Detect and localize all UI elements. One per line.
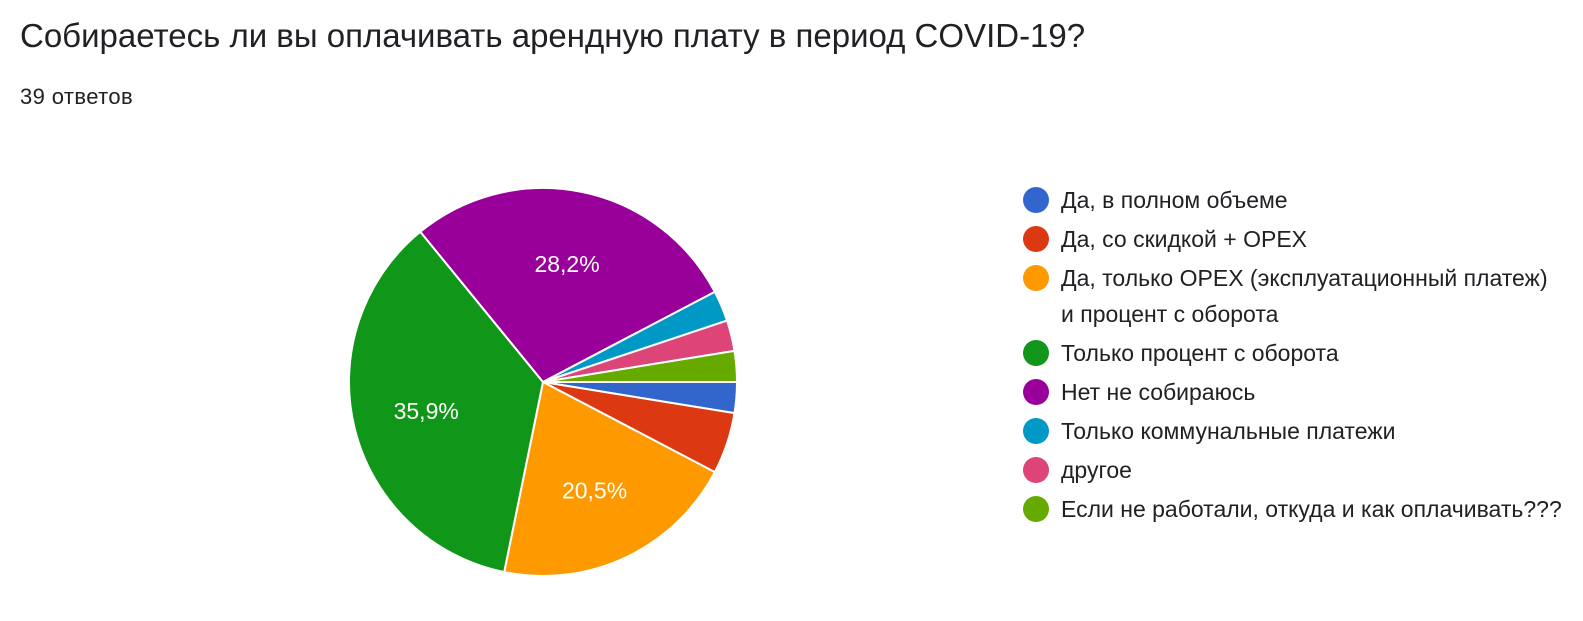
legend-swatch [1023, 226, 1049, 252]
legend-item: Да, только OPEX (эксплуатационный платеж… [1023, 262, 1563, 332]
legend-swatch [1023, 379, 1049, 405]
pie-slice-label: 28,2% [534, 251, 599, 277]
legend-label: Нет не собираюсь [1061, 379, 1256, 405]
pie-slice-8 [542, 349, 738, 383]
legend-item: Только коммунальные платежи [1023, 415, 1563, 449]
pie-slice-5 [419, 187, 716, 383]
legend-label: Да, со скидкой + OPEX [1061, 226, 1308, 252]
response-count: 39 ответов [20, 84, 134, 109]
chart-legend: Да, в полном объеме Да, со скидкой + OPEX… [1023, 184, 1563, 532]
legend-item: Нет не собираюсь [1023, 376, 1563, 410]
legend-swatch [1023, 187, 1049, 213]
legend-label: Если не работали, откуда и как оплачиват… [1061, 496, 1562, 522]
chart-title: Собираетесь ли вы оплачивать арендную пл… [20, 17, 1086, 54]
pie-chart: 20,5% 35,9% 28,2% [348, 187, 738, 577]
legend-label: Только коммунальные платежи [1061, 418, 1396, 444]
legend-label: Да, только OPEX (эксплуатационный платеж… [1061, 265, 1548, 327]
legend-item: Да, в полном объеме [1023, 184, 1563, 218]
legend-item: Да, со скидкой + OPEX [1023, 223, 1563, 257]
pie-slice-label: 20,5% [562, 478, 627, 504]
legend-label: другое [1061, 457, 1132, 483]
pie-slice-label: 35,9% [394, 398, 459, 424]
legend-swatch [1023, 340, 1049, 366]
legend-label: Да, в полном объеме [1061, 187, 1288, 213]
legend-swatch [1023, 418, 1049, 444]
legend-item: другое [1023, 454, 1563, 488]
legend-swatch [1023, 457, 1049, 483]
legend-label: Только процент с оборота [1061, 340, 1339, 366]
pie-slice-3 [503, 381, 716, 577]
pie-slice-4 [348, 230, 544, 574]
legend-swatch [1023, 265, 1049, 291]
legend-swatch [1023, 496, 1049, 522]
legend-item: Если не работали, откуда и как оплачиват… [1023, 493, 1563, 527]
legend-item: Только процент с оборота [1023, 337, 1563, 371]
